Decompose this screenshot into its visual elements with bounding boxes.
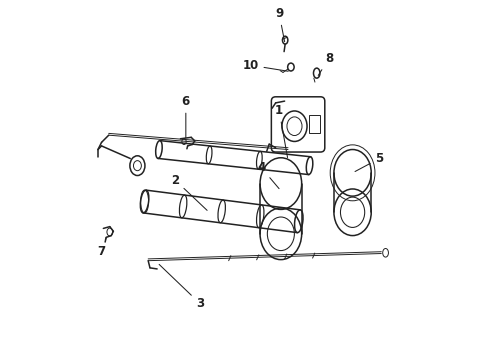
Text: 6: 6 [182,95,190,138]
Text: 4: 4 [257,161,279,189]
Text: 9: 9 [275,7,285,42]
Bar [309,116,320,134]
Text: 8: 8 [318,51,333,76]
Text: 7: 7 [97,238,106,258]
Text: 3: 3 [159,264,204,310]
Text: 2: 2 [171,174,207,210]
Text: 10: 10 [242,59,288,72]
Text: 5: 5 [355,152,384,171]
Text: 1: 1 [275,104,288,158]
